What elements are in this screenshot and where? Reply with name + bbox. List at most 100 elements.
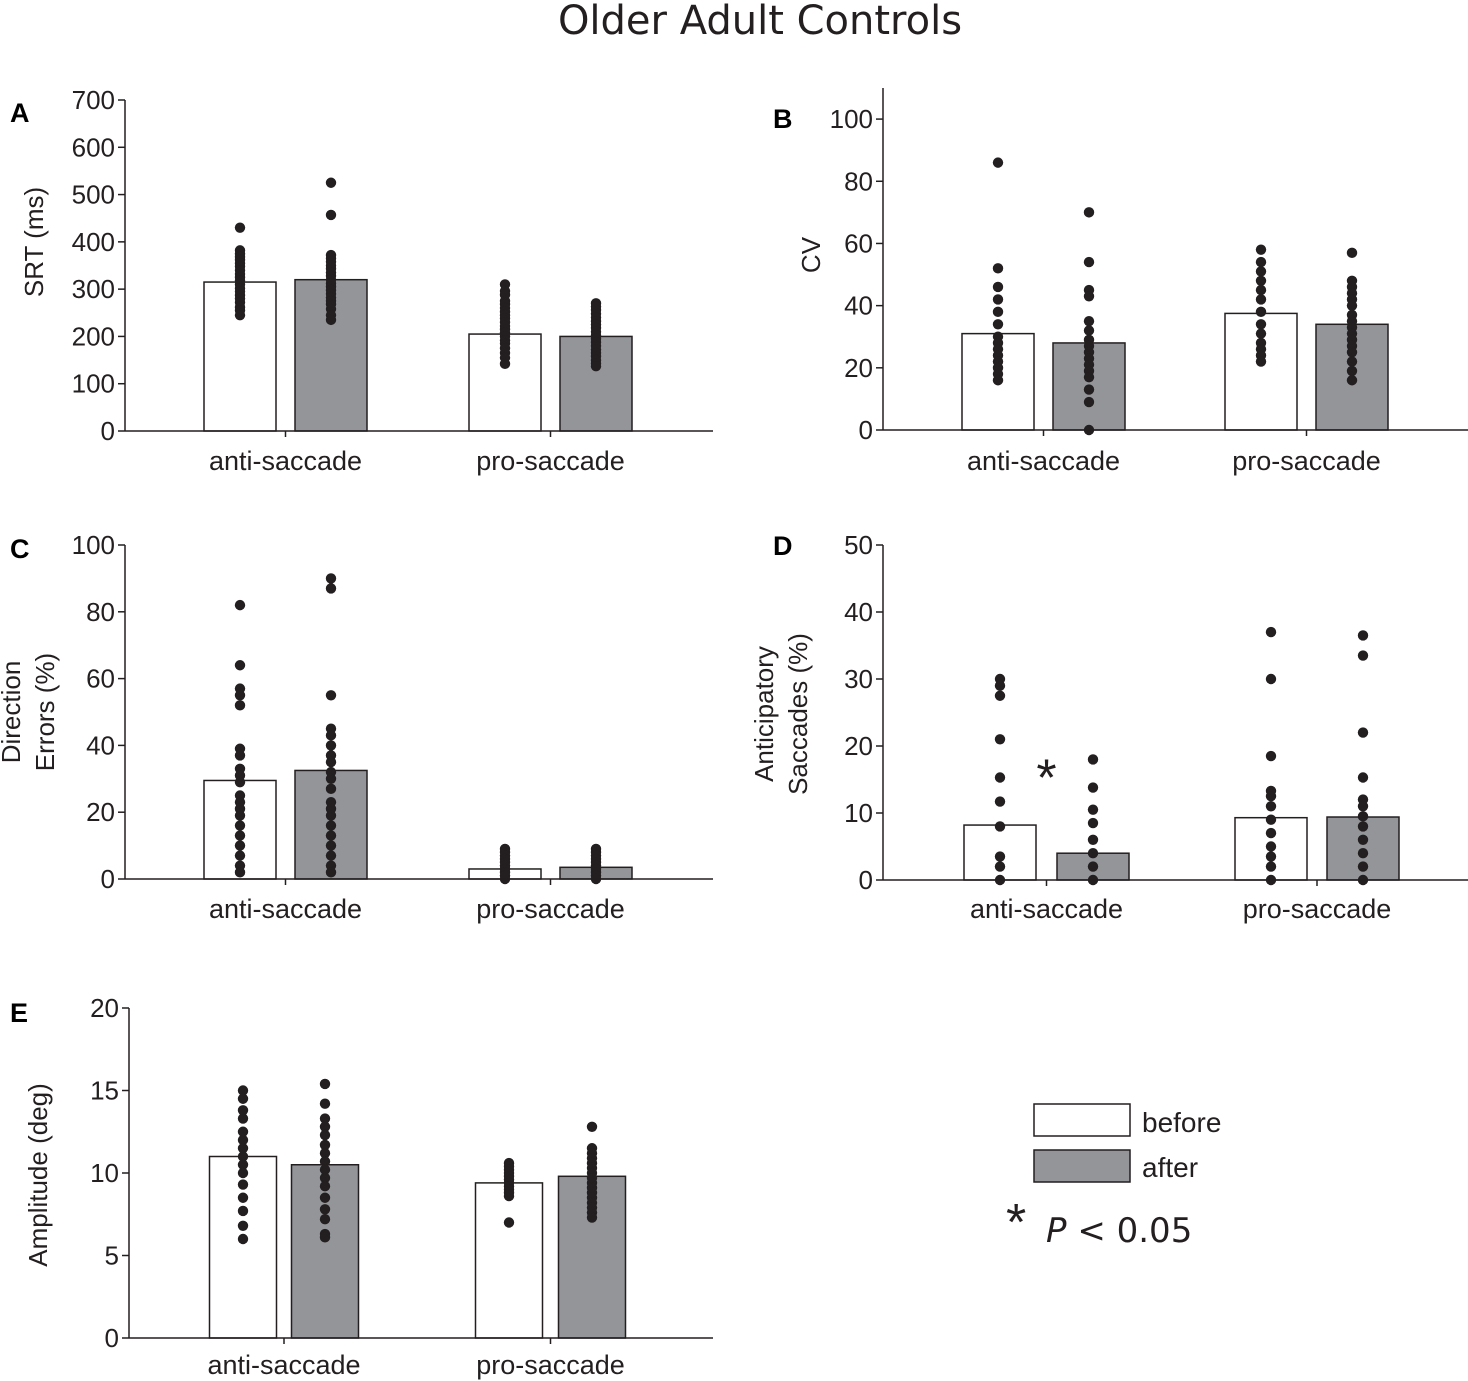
data-point-before	[1265, 626, 1277, 638]
panel-c: C Direction Errors (%) 0 20 40 60 80 100 anti-sac…	[0, 530, 713, 924]
category-label: pro-saccade	[1243, 894, 1392, 924]
data-point-before	[234, 690, 246, 701]
y-tick-label: 20	[86, 797, 115, 827]
y-tick-label: 80	[844, 166, 873, 196]
y-tick-label: 0	[101, 416, 115, 446]
category-label: pro-saccade	[1232, 446, 1381, 476]
data-point-before	[237, 1085, 249, 1096]
panel-b: B CV 0 20 40 60 80 100 anti-saccade pro-saccade	[773, 88, 1468, 476]
data-point-before	[992, 157, 1004, 168]
data-point-after	[325, 690, 337, 701]
data-point-before	[994, 851, 1006, 862]
category-label: pro-saccade	[476, 446, 625, 476]
data-point-before	[234, 309, 246, 321]
data-point-after	[319, 1078, 331, 1090]
data-point-before	[992, 375, 1004, 386]
data-point-after	[590, 361, 602, 372]
legend: before after * P < 0.05	[1006, 1103, 1221, 1252]
y-axis-label: Anticipatory Saccades (%)	[749, 633, 813, 795]
data-point-after	[325, 783, 337, 795]
y-tick-label: 10	[90, 1158, 119, 1188]
data-point-before	[1255, 294, 1267, 305]
y-tick-label: 0	[101, 864, 115, 894]
data-point-after	[1083, 371, 1095, 383]
category-label: anti-saccade	[967, 446, 1120, 476]
data-point-before	[992, 294, 1004, 305]
data-point-before	[237, 1220, 249, 1232]
y-tick-label: 20	[90, 993, 119, 1023]
y-tick-label: 20	[844, 353, 873, 383]
data-point-after	[1346, 247, 1358, 258]
legend-significance-label: P < 0.05	[1046, 1211, 1192, 1251]
data-point-after	[325, 740, 337, 751]
data-point-after	[1087, 848, 1099, 859]
panel-e: E Amplitude (deg) 0 5 10 15 20 anti-saccade pro-…	[10, 993, 713, 1380]
y-tick-label: 50	[844, 530, 873, 560]
y-tick-label: 40	[844, 291, 873, 321]
data-point-after	[325, 756, 337, 768]
data-point-before	[1265, 841, 1277, 852]
data-point-after	[319, 1129, 331, 1141]
data-point-after	[1357, 861, 1369, 872]
data-point-before	[237, 1167, 249, 1179]
data-point-before	[1255, 356, 1267, 367]
figure-title: Older Adult Controls	[558, 0, 962, 44]
y-axis-label: CV	[796, 236, 826, 273]
data-point-after	[586, 1121, 598, 1133]
data-point-after	[319, 1181, 331, 1192]
data-point-before	[237, 1093, 249, 1104]
y-tick-label: 0	[859, 865, 873, 895]
data-point-after	[319, 1214, 331, 1225]
data-point-after	[1346, 356, 1358, 367]
panel-a: A SRT (ms) 0 100 200 300 400 500 600 700 anti-sacc…	[10, 85, 713, 476]
data-point-after	[1087, 861, 1099, 872]
y-tick-label: 600	[72, 132, 115, 162]
data-point-before	[1265, 750, 1277, 762]
y-axis-label-line: Saccades (%)	[783, 633, 813, 795]
y-axis-label-line: Errors (%)	[30, 653, 60, 771]
y-tick-label: 0	[859, 415, 873, 445]
data-point-before	[234, 820, 246, 831]
data-point-before	[234, 830, 246, 841]
data-point-after	[319, 1164, 331, 1175]
y-tick-label: 15	[90, 1076, 119, 1106]
data-point-before	[1265, 673, 1277, 685]
panel-letter: B	[773, 104, 793, 134]
data-point-before	[1265, 814, 1277, 825]
data-point-before	[234, 850, 246, 861]
data-point-after	[1346, 375, 1358, 386]
panel-letter: D	[773, 531, 793, 561]
data-point-before	[237, 1205, 249, 1217]
legend-label-after: after	[1142, 1152, 1198, 1183]
panel-letter: C	[10, 534, 30, 564]
data-point-after	[1083, 384, 1095, 395]
legend-swatch-after	[1033, 1149, 1131, 1183]
data-point-after	[1083, 256, 1095, 268]
y-tick-label: 500	[72, 180, 115, 210]
data-point-before	[992, 306, 1004, 318]
data-point-after	[325, 850, 337, 861]
data-point-after	[1346, 347, 1358, 358]
legend-significance-symbol: *	[1006, 1194, 1026, 1252]
category-label: anti-saccade	[970, 894, 1123, 924]
data-point-before	[1255, 284, 1267, 296]
y-tick-label: 80	[86, 597, 115, 627]
data-point-after	[1087, 754, 1099, 765]
y-tick-label: 0	[105, 1323, 119, 1353]
y-axis-label: Direction Errors (%)	[0, 653, 60, 771]
data-point-after	[319, 1148, 331, 1159]
data-point-after	[325, 867, 337, 878]
data-point-after	[325, 209, 337, 221]
significance-marker: *	[1036, 749, 1056, 807]
data-point-before	[994, 796, 1006, 807]
y-axis-label-line: CV	[796, 236, 826, 273]
y-tick-label: 400	[72, 227, 115, 257]
y-tick-label: 100	[72, 369, 115, 399]
data-point-before	[234, 810, 246, 821]
data-point-after	[319, 1113, 331, 1124]
y-tick-label: 30	[844, 664, 873, 694]
data-point-before	[992, 281, 1004, 293]
data-point-after	[325, 773, 337, 784]
data-point-before	[237, 1105, 249, 1116]
